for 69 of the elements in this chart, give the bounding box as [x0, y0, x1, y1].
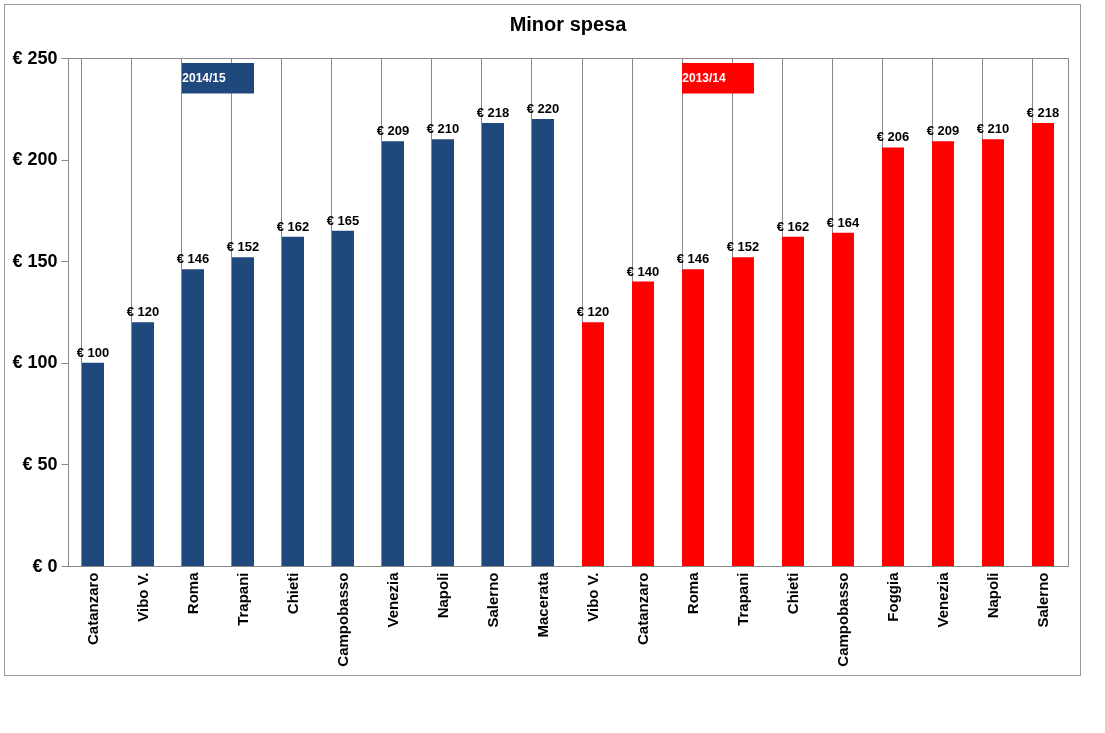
data-label: € 164	[826, 214, 861, 230]
x-tick-label: Salerno	[484, 572, 501, 628]
data-label: € 210	[976, 121, 1010, 137]
data-label: € 146	[676, 251, 710, 267]
data-label: € 120	[576, 304, 610, 320]
y-tick-label: € 250	[12, 47, 58, 68]
bar	[682, 269, 704, 566]
data-label: € 162	[276, 218, 310, 234]
x-tick-label: Campobasso	[834, 572, 851, 667]
y-tick-label: € 100	[12, 352, 58, 373]
bar	[832, 232, 854, 566]
data-label: € 218	[476, 105, 510, 121]
bar	[732, 257, 754, 566]
x-tick-label: Chieti	[784, 572, 801, 615]
x-tick-label: Napoli	[434, 572, 451, 619]
x-tick-label: Trapani	[234, 572, 251, 626]
x-tick-label: Roma	[184, 571, 201, 615]
text: 2013/14	[682, 71, 727, 86]
bar	[632, 281, 654, 566]
bar	[332, 230, 354, 566]
y-tick-label: € 200	[12, 149, 58, 170]
data-label: € 152	[226, 239, 260, 255]
bar	[132, 322, 154, 566]
data-label: € 165	[326, 212, 360, 228]
y-tick-label: € 50	[22, 453, 58, 474]
x-tick-label: Roma	[684, 571, 701, 615]
x-tick-label: Vibo V.	[584, 572, 601, 622]
x-tick-label: Trapani	[734, 572, 751, 626]
bar	[282, 236, 304, 566]
bar	[982, 139, 1004, 566]
data-label: € 220	[526, 100, 560, 116]
x-tick-label: Napoli	[984, 572, 1001, 619]
data-label: € 210	[426, 121, 460, 137]
bar	[432, 139, 454, 566]
text: 2014/15	[182, 71, 227, 86]
data-label: € 100	[76, 344, 110, 360]
y-tick-label: € 150	[12, 250, 58, 271]
bar	[932, 141, 954, 566]
data-label: € 209	[926, 123, 960, 139]
data-label: € 140	[626, 263, 660, 279]
x-tick-label: Macerata	[534, 571, 551, 638]
bar	[182, 269, 204, 566]
bar	[82, 362, 104, 566]
x-tick-label: Chieti	[284, 572, 301, 615]
bar	[482, 123, 504, 566]
bar	[582, 322, 604, 566]
data-label: € 162	[776, 218, 810, 234]
data-label: € 152	[726, 239, 760, 255]
data-label: € 120	[126, 304, 160, 320]
bar	[232, 257, 254, 566]
x-tick-label: Vibo V.	[134, 572, 151, 622]
x-tick-label: Catanzaro	[634, 572, 651, 646]
x-tick-label: Salerno	[1034, 572, 1051, 628]
bar	[782, 236, 804, 566]
chart-title: Minor spesa	[509, 13, 628, 35]
y-tick-label: € 0	[32, 555, 58, 576]
x-tick-label: Venezia	[934, 571, 951, 628]
data-label: € 206	[876, 129, 910, 145]
data-label: € 209	[376, 123, 410, 139]
x-tick-label: Catanzaro	[84, 572, 101, 646]
bar	[382, 141, 404, 566]
bar	[882, 147, 904, 566]
bar	[1032, 123, 1054, 566]
x-tick-label: Foggia	[884, 571, 901, 622]
data-label: € 218	[1026, 105, 1060, 121]
bar	[532, 118, 554, 566]
x-tick-label: Venezia	[384, 571, 401, 628]
data-label: € 146	[176, 251, 210, 267]
x-tick-label: Campobasso	[334, 572, 351, 667]
